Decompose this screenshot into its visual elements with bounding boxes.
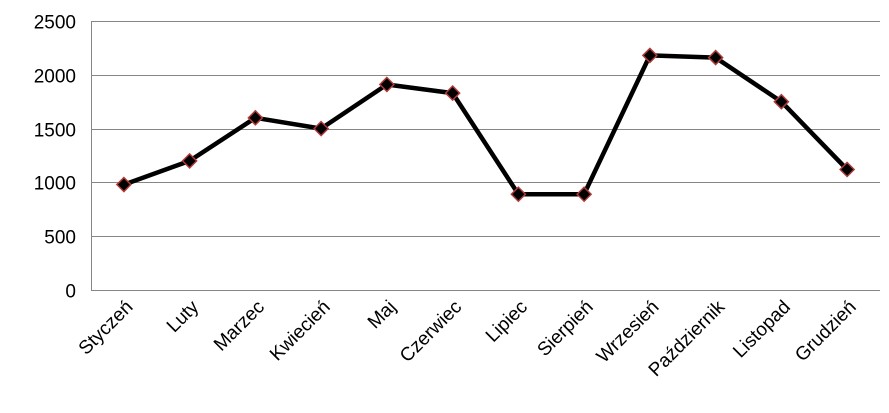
x-tick-label: Marzec bbox=[210, 297, 269, 356]
x-tick-label: Maj bbox=[364, 297, 401, 334]
y-tick-label: 2000 bbox=[34, 67, 76, 88]
gridlines bbox=[91, 21, 880, 291]
data-point-marker bbox=[839, 161, 856, 178]
x-tick-label: Styczeń bbox=[75, 297, 138, 360]
y-tick-label: 2500 bbox=[34, 13, 76, 34]
x-tick-label: Grudzień bbox=[791, 297, 860, 366]
x-tick-label: Sierpień bbox=[534, 297, 598, 361]
x-tick-label: Listopad bbox=[729, 297, 795, 363]
x-tick-label: Lipiec bbox=[482, 297, 532, 347]
data-point-marker bbox=[510, 186, 527, 203]
x-tick-label: Czerwiec bbox=[396, 297, 466, 367]
data-point-marker bbox=[707, 49, 724, 66]
data-point-marker bbox=[115, 176, 132, 193]
series-line bbox=[121, 53, 850, 197]
data-point-marker bbox=[313, 120, 330, 137]
data-point-marker bbox=[181, 152, 198, 169]
x-tick-label: Kwiecień bbox=[266, 297, 335, 366]
y-tick-label: 1500 bbox=[34, 121, 76, 142]
data-point-marker bbox=[576, 186, 593, 203]
y-tick-label: 500 bbox=[44, 228, 76, 249]
data-point-marker bbox=[378, 76, 395, 93]
x-tick-label: Wrzesień bbox=[593, 297, 664, 368]
data-point-marker bbox=[773, 93, 790, 110]
data-point-marker bbox=[444, 85, 461, 102]
y-tick-label: 0 bbox=[65, 282, 76, 303]
y-tick-label: 1000 bbox=[34, 174, 76, 195]
x-tick-label: Luty bbox=[163, 296, 204, 337]
y-axis-tick-labels: 0 500 1000 1500 2000 2500 bbox=[34, 13, 76, 303]
data-point-marker bbox=[641, 47, 658, 64]
data-point-marker bbox=[247, 109, 264, 126]
series-group bbox=[115, 47, 856, 203]
